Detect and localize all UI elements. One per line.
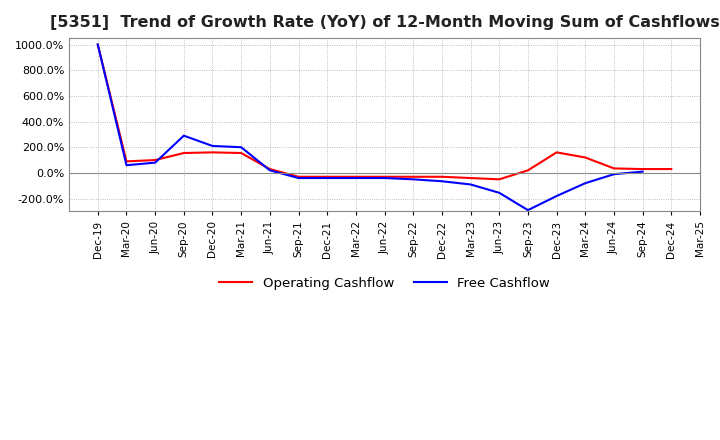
Free Cashflow (409, 177, 418, 182)
Legend: Operating Cashflow, Free Cashflow: Operating Cashflow, Free Cashflow (214, 271, 555, 295)
Operating Cashflow (409, 174, 418, 180)
Operating Cashflow (266, 166, 274, 172)
Free Cashflow (523, 208, 532, 213)
Operating Cashflow (552, 150, 561, 155)
Operating Cashflow (323, 174, 331, 180)
Operating Cashflow (179, 150, 188, 156)
Operating Cashflow (94, 42, 102, 47)
Free Cashflow (467, 182, 475, 187)
Free Cashflow (552, 193, 561, 198)
Operating Cashflow (639, 166, 647, 172)
Free Cashflow (237, 145, 246, 150)
Free Cashflow (208, 143, 217, 149)
Free Cashflow (351, 176, 360, 181)
Title: [5351]  Trend of Growth Rate (YoY) of 12-Month Moving Sum of Cashflows: [5351] Trend of Growth Rate (YoY) of 12-… (50, 15, 719, 30)
Free Cashflow (94, 42, 102, 47)
Free Cashflow (438, 179, 446, 184)
Operating Cashflow (610, 166, 618, 171)
Operating Cashflow (294, 174, 303, 180)
Operating Cashflow (438, 174, 446, 180)
Free Cashflow (610, 172, 618, 177)
Operating Cashflow (237, 150, 246, 156)
Operating Cashflow (150, 158, 159, 163)
Free Cashflow (639, 169, 647, 174)
Operating Cashflow (380, 174, 389, 180)
Operating Cashflow (495, 177, 503, 182)
Free Cashflow (323, 176, 331, 181)
Free Cashflow (122, 162, 131, 168)
Operating Cashflow (351, 174, 360, 180)
Operating Cashflow (581, 155, 590, 160)
Operating Cashflow (667, 166, 675, 172)
Line: Free Cashflow: Free Cashflow (98, 44, 643, 210)
Free Cashflow (380, 176, 389, 181)
Free Cashflow (179, 133, 188, 138)
Free Cashflow (266, 168, 274, 173)
Operating Cashflow (208, 150, 217, 155)
Operating Cashflow (467, 176, 475, 181)
Free Cashflow (495, 190, 503, 195)
Operating Cashflow (523, 168, 532, 173)
Line: Operating Cashflow: Operating Cashflow (98, 44, 671, 180)
Free Cashflow (581, 180, 590, 186)
Operating Cashflow (122, 159, 131, 164)
Free Cashflow (294, 176, 303, 181)
Free Cashflow (150, 160, 159, 165)
